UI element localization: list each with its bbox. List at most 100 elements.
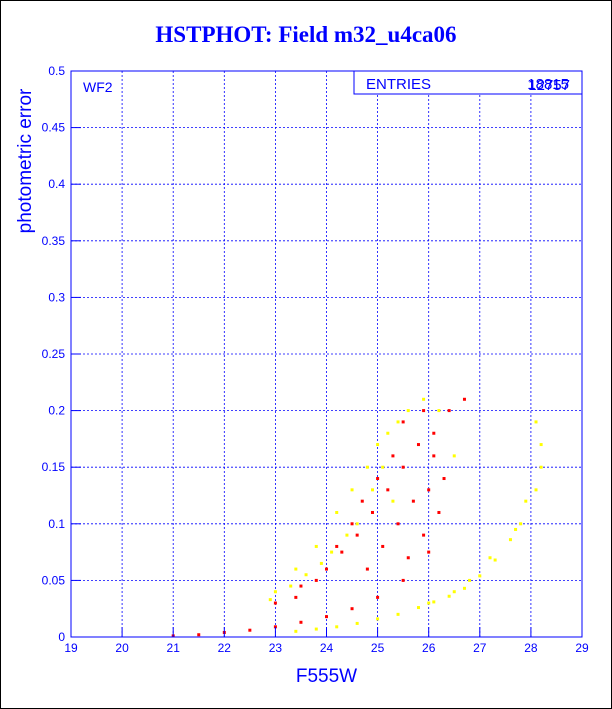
x-tick-label: 23 [269,641,283,655]
scatter-point [335,625,339,629]
scatter-point [299,584,303,588]
scatter-point [468,578,472,582]
scatter-point [355,522,359,526]
scatter-point [381,544,385,548]
scatter-point [370,510,374,514]
chart-title: HSTPHOT: Field m32_u4ca06 [155,22,457,47]
scatter-point [422,533,426,537]
scatter-point [376,617,380,621]
scatter-point [427,601,431,605]
scatter-point [350,522,354,526]
y-tick-label: 0.45 [42,121,66,135]
scatter-point [493,558,497,562]
scatter-point [452,590,456,594]
x-tick-label: 22 [218,641,232,655]
scatter-point [335,544,339,548]
scatter-point [294,567,298,571]
scatter-point [299,620,303,624]
y-tick-label: 0.35 [42,234,66,248]
scatter-point [478,574,482,578]
scatter-point [376,443,380,447]
scatter-point [314,578,318,582]
scatter-point [273,590,277,594]
scatter-point [437,510,441,514]
scatter-point [432,454,436,458]
x-tick-label: 19 [64,641,78,655]
x-tick-label: 28 [524,641,538,655]
y-tick-label: 0.05 [42,573,66,587]
scatter-point [406,556,410,560]
data-points [171,397,543,638]
scatter-point [268,598,272,602]
y-tick-label: 0.3 [48,290,65,304]
scatter-point [314,627,318,631]
scatter-point [335,510,339,514]
x-tick-label: 24 [320,641,334,655]
scatter-point [330,550,334,554]
scatter-point [197,633,201,637]
scatter-point [427,488,431,492]
scatter-point [422,397,426,401]
scatter-point [391,454,395,458]
scatter-point [319,561,323,565]
scatter-point [401,578,405,582]
scatter-point [406,409,410,413]
scatter-point [432,600,436,604]
scatter-point [381,465,385,469]
scatter-point [325,567,328,571]
stats-box: ENTRIES 18815 12757 [353,70,583,95]
scatter-point [447,409,451,413]
scatter-point [376,595,380,599]
scatter-point [539,443,543,447]
scatter-point [360,499,364,503]
scatter-point [462,586,466,590]
stats-entries-value: 18815 [527,76,569,93]
scatter-point [304,573,308,577]
scatter-point [416,443,420,447]
scatter-point [416,606,420,610]
scatter-point [350,488,354,492]
scatter-point [340,550,344,554]
x-tick-label: 25 [371,641,385,655]
y-tick-label: 0.25 [42,347,66,361]
scatter-point [447,594,451,598]
scatter-point [248,628,252,632]
y-tick-label: 0.15 [42,460,66,474]
scatter-point [370,488,374,492]
x-axis-label: F555W [296,666,357,687]
scatter-point [376,477,380,481]
scatter-point [365,465,369,469]
scatter-point [396,522,400,526]
y-axis-label: photometric error [15,88,36,233]
scatter-point [396,612,400,616]
x-tick-label: 21 [167,641,181,655]
scatter-point [488,556,492,560]
scatter-point [386,488,390,492]
scatter-point [534,488,538,492]
scatter-point [508,538,512,542]
x-tick-label: 20 [115,641,129,655]
scatter-point [519,522,523,526]
scatter-point [294,629,298,633]
scatter-point [401,420,405,424]
scatter-point [437,409,441,413]
scatter-point [391,499,395,503]
scatter-point [401,465,405,469]
scatter-point [539,465,543,469]
scatter-point [355,621,359,625]
scatter-point [314,544,318,548]
scatter-point [386,431,390,435]
scatter-point [427,550,431,554]
stats-entries-label: ENTRIES [366,76,431,93]
scatter-point [365,567,369,571]
scatter-point [294,595,298,599]
x-axis-ticks: 19 20 21 22 23 24 25 26 27 28 29 [64,627,589,655]
scatter-point [396,420,400,424]
stats-entries-value: 12757 [528,77,570,94]
scatter-point [452,454,456,458]
scatter-point [462,397,466,401]
scatter-point [273,625,277,629]
x-tick-label: 29 [575,641,589,655]
